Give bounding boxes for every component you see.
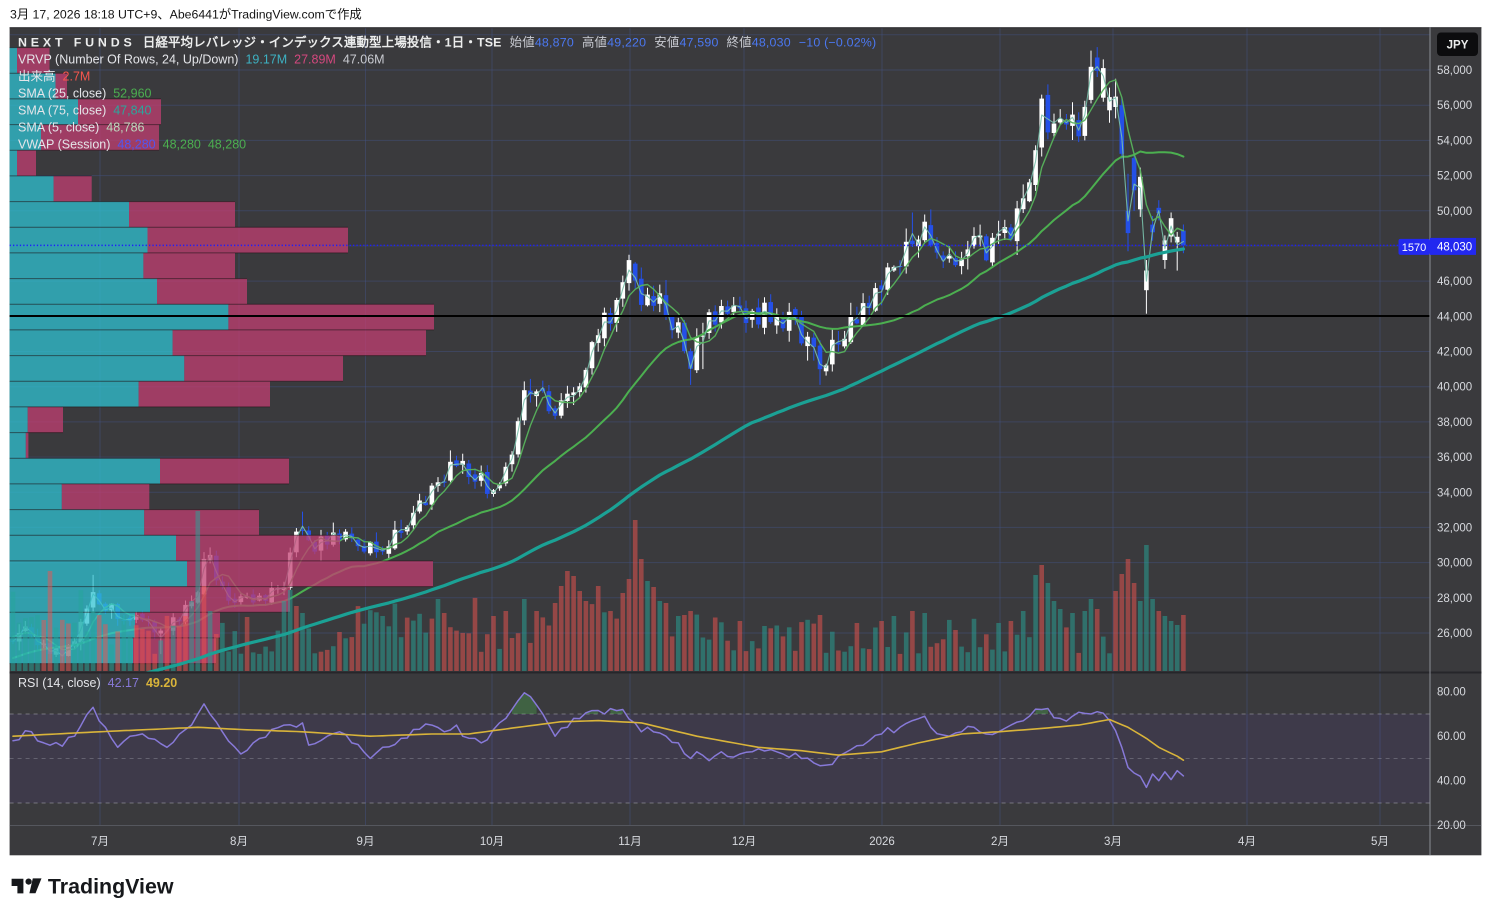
svg-text:32,000: 32,000 [1437, 522, 1472, 534]
svg-text:28,000: 28,000 [1437, 593, 1472, 605]
svg-text:JPY: JPY [1447, 40, 1469, 52]
svg-text:56,000: 56,000 [1437, 100, 1472, 112]
svg-text:2月: 2月 [991, 836, 1009, 848]
svg-text:54,000: 54,000 [1437, 135, 1472, 147]
svg-text:SMA (75, close)47,840: SMA (75, close) 47,840 [18, 104, 152, 118]
svg-text:VRVP (Number Of Rows, 24, Up/D: VRVP (Number Of Rows, 24, Up/Down) 19.17M… [18, 53, 385, 67]
svg-text:3月: 3月 [1104, 836, 1122, 848]
svg-text:42,000: 42,000 [1437, 347, 1472, 359]
svg-text:3月 17, 2026 18:18 UTC+9、Abe644: 3月 17, 2026 18:18 UTC+9、Abe6441がTradingV… [10, 7, 362, 22]
svg-text:40,000: 40,000 [1437, 382, 1472, 394]
svg-text:38,000: 38,000 [1437, 417, 1472, 429]
svg-text:34,000: 34,000 [1437, 487, 1472, 499]
svg-text:60.00: 60.00 [1437, 731, 1466, 743]
svg-text:80.00: 80.00 [1437, 687, 1466, 699]
svg-text:50,000: 50,000 [1437, 206, 1472, 218]
svg-text:46,000: 46,000 [1437, 276, 1472, 288]
svg-text:10月: 10月 [480, 836, 504, 848]
svg-text:SMA (25, close)52,960: SMA (25, close) 52,960 [18, 87, 152, 101]
svg-text:11月: 11月 [618, 836, 641, 848]
svg-text:9月: 9月 [357, 836, 375, 848]
svg-text:20.00: 20.00 [1437, 820, 1466, 832]
svg-text:N E X T F U N D S 日経平均レバレッ: N E X T F U N D S 日経平均レバレッジ・インデックス連動型上場投… [18, 35, 876, 50]
svg-text:2026: 2026 [869, 836, 895, 848]
svg-text:30,000: 30,000 [1437, 558, 1472, 570]
svg-text:58,000: 58,000 [1437, 65, 1472, 77]
svg-text:36,000: 36,000 [1437, 452, 1472, 464]
svg-text:40.00: 40.00 [1437, 776, 1466, 788]
svg-text:44,000: 44,000 [1437, 311, 1472, 323]
svg-text:52,000: 52,000 [1437, 171, 1472, 183]
svg-text:48,030: 48,030 [1437, 241, 1472, 253]
svg-text:12月: 12月 [732, 836, 756, 848]
svg-text:TradingView: TradingView [48, 875, 174, 899]
svg-text:7月: 7月 [91, 836, 109, 848]
svg-text:26,000: 26,000 [1437, 628, 1472, 640]
svg-text:1570: 1570 [1402, 242, 1426, 254]
svg-text:5月: 5月 [1371, 836, 1389, 848]
svg-text:4月: 4月 [1238, 836, 1256, 848]
svg-text:8月: 8月 [230, 836, 248, 848]
svg-text:SMA (5, close)48,786: SMA (5, close) 48,786 [18, 121, 145, 135]
